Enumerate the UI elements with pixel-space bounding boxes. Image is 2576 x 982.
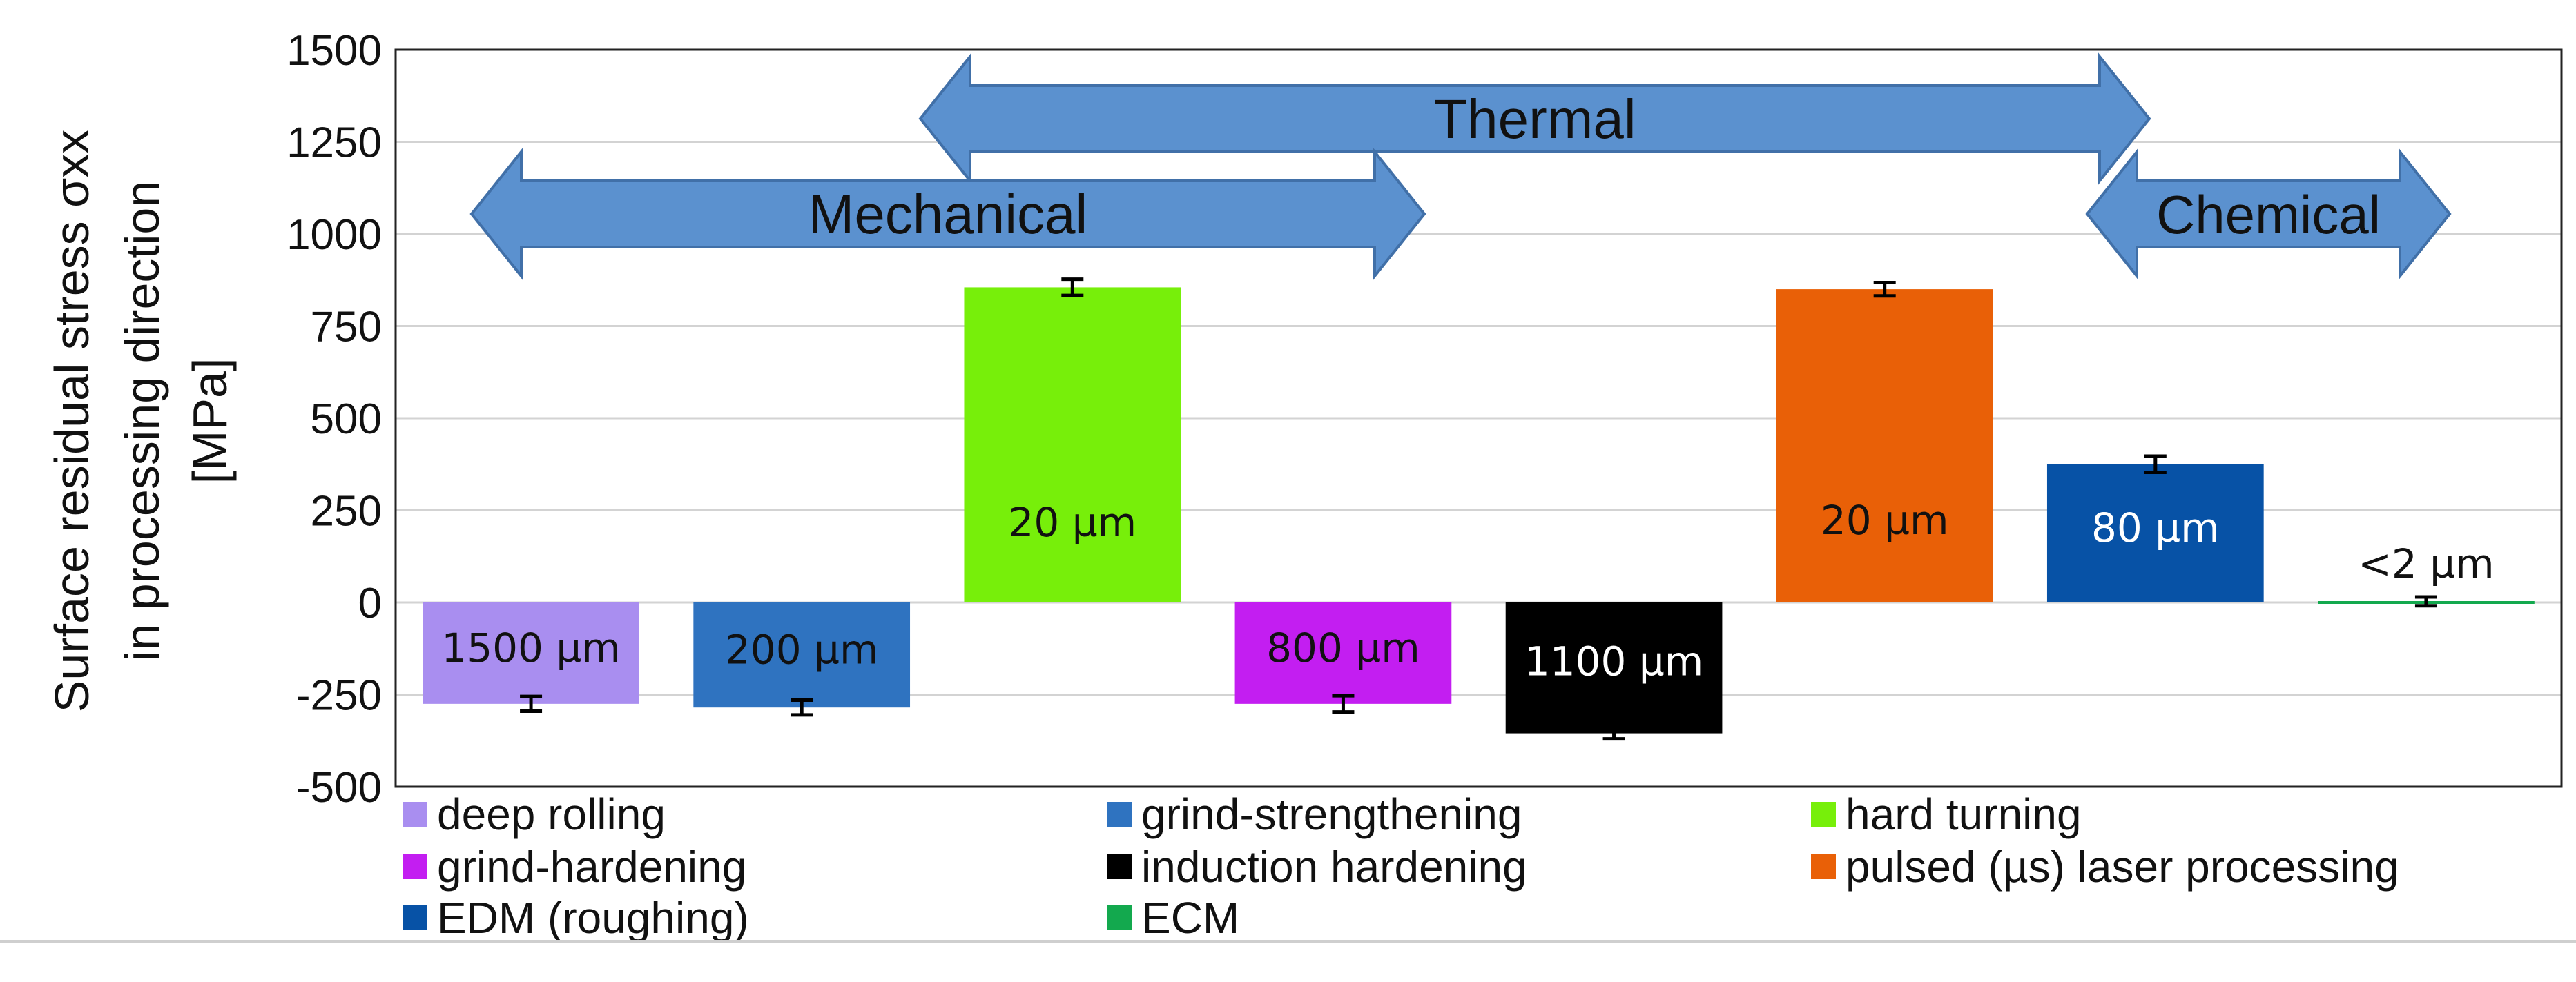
error-bar [2414,595,2437,608]
bar-label: 80 µm [2091,504,2220,551]
bar-label: 800 µm [1266,625,1420,671]
y-axis-title-line: [MPa] [183,358,237,484]
legend-label: ECM [1141,893,1239,943]
bar-pulsed-s-laser-processing [1776,289,1993,602]
y-tick-label: 250 [311,488,382,536]
y-axis-title: Surface residual stress σxx in processing… [45,130,237,713]
y-axis-title-line: in processing direction [115,181,169,661]
legend-label: EDM (roughing) [437,893,749,943]
legend-label: pulsed (µs) laser processing [1846,842,2399,892]
bar-edm-roughing- [2046,464,2264,602]
legend-swatch [1107,802,1132,827]
error-bar [791,698,813,717]
double-arrow-shape [469,148,1426,280]
double-arrow-shape [2085,148,2452,280]
error-bars [520,277,2437,741]
y-tick-label: -500 [296,764,382,812]
arrow-chemical: Chemical [2085,148,2452,280]
bar-grind-strengthening [693,602,911,708]
bar-deep-rolling [423,602,639,704]
legend-item: induction hardening [1107,842,1527,892]
legend-label: induction hardening [1141,842,1527,892]
y-tick-label: 0 [358,580,382,627]
bar-induction-hardening [1505,602,1723,734]
legend-item: EDM (roughing) [403,893,749,943]
arrow-mechanical: Mechanical [469,148,1426,280]
arrow-label: Chemical [2156,184,2381,245]
legend-swatch [403,802,427,827]
bar-label: 1500 µm [441,625,620,671]
arrow-thermal: Thermal [918,52,2151,185]
legend-item: grind-strengthening [1107,789,1522,839]
legend-item: deep rolling [403,789,666,839]
legend-swatch [1811,854,1836,879]
bar-hard-turning [964,287,1181,602]
arrow-label: Thermal [1433,88,1636,150]
legend-swatch [403,905,427,930]
legend-swatch [1107,854,1132,879]
bars [423,287,2535,734]
legend: deep rolling grind-strengthening hard turn… [403,789,2399,943]
legend-swatch [1107,905,1132,930]
y-tick-label: 1250 [287,119,382,167]
legend-item: pulsed (µs) laser processing [1811,842,2399,892]
legend-item: hard turning [1811,789,2082,839]
bar-label: 20 µm [1821,497,1949,544]
bar-label: 1100 µm [1524,638,1703,685]
bar-label: <2 µm [2358,540,2494,587]
bar-grind-hardening [1234,602,1452,704]
error-bar [1061,277,1084,297]
error-bar [520,694,543,714]
legend-label: deep rolling [437,789,666,839]
y-tick-label: 750 [311,304,382,351]
bar-label: 200 µm [725,626,879,673]
legend-swatch [403,854,427,879]
category-arrows: Thermal Mechanical Chemical [469,52,2452,280]
y-tick-label: 1500 [287,27,382,75]
error-bar [1332,694,1355,714]
error-bar [1602,726,1625,741]
legend-label: hard turning [1846,789,2082,839]
legend-label: grind-strengthening [1141,789,1522,839]
legend-item: ECM [1107,893,1239,943]
legend-label: grind-hardening [437,842,746,892]
y-tick-label: 1000 [287,211,382,259]
arrow-label: Mechanical [808,184,1088,245]
legend-swatch [1811,802,1836,827]
double-arrow-shape [918,52,2151,185]
y-tick-label: -250 [296,672,382,720]
error-bar [2144,454,2167,474]
error-bar [1873,280,1896,298]
bar-label: 20 µm [1008,499,1136,546]
legend-item: grind-hardening [403,842,746,892]
y-tick-label: 500 [311,395,382,443]
y-axis-title-line: Surface residual stress σxx [45,130,99,713]
bar-labels: 1500 µm 200 µm 20 µm 800 µm 1100 µm 20 µm 80 µ… [441,497,2494,685]
plot-frame [394,48,2563,788]
y-axis-ticks: 1500 1250 1000 750 500 250 0 -250 -500 [287,27,382,812]
